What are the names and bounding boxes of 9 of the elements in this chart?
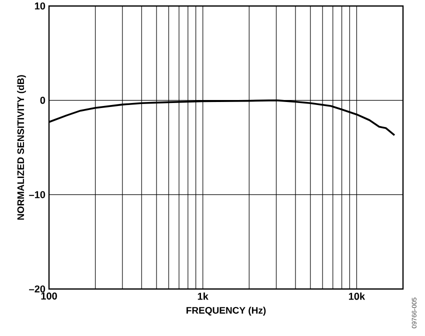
x-tick-label: 1k [198,292,208,300]
x-tick-label: 100 [41,292,57,300]
y-tick-label: 10 [34,2,46,10]
x-tick-label: 10k [348,292,366,300]
x-axis-title: FREQUENCY (Hz) [186,306,266,316]
y-axis-title: NORMALIZED SENSITIVITY (dB) [17,75,26,220]
y-tick-label: –20 [29,285,46,293]
y-tick-label: –10 [29,191,46,198]
y-tick-label: 0 [40,96,46,104]
